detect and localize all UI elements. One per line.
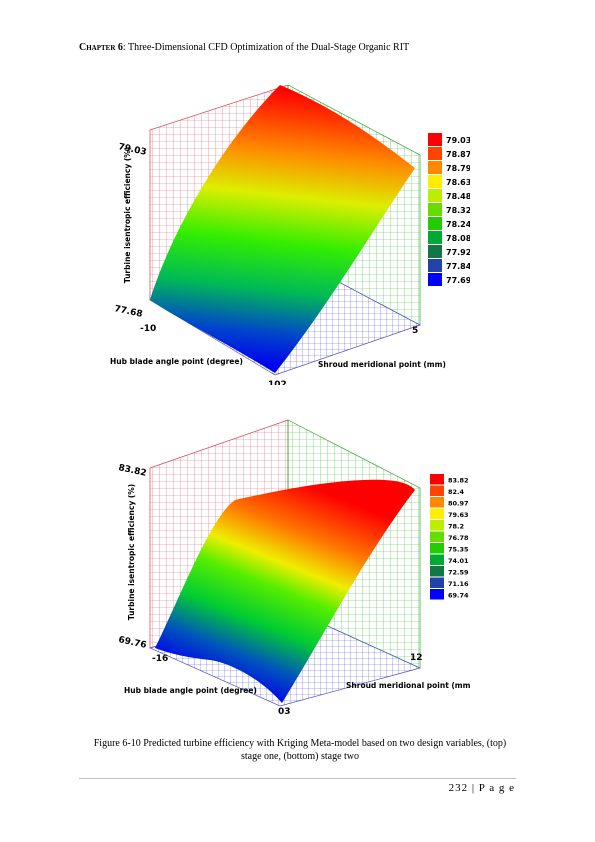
legend-label: 83.82 — [448, 476, 469, 484]
efficiency-surface — [150, 85, 415, 373]
y-tick-end: 5 — [412, 326, 418, 336]
x-tick-start: -16 — [152, 654, 168, 664]
legend-label: 78.24 — [446, 220, 470, 229]
surface-plot-svg: 83.82 69.76 -16 03 12 Turbine isentropic… — [117, 419, 474, 717]
page-number: 232 | P a g e — [448, 782, 515, 794]
x-tick-end: 102 — [268, 380, 287, 385]
legend-swatch — [430, 474, 444, 485]
legend-label: 74.01 — [448, 557, 469, 565]
legend-label: 75.35 — [448, 545, 469, 553]
legend-label: 77.92 — [446, 248, 470, 257]
legend-label: 78.79 — [446, 164, 470, 173]
surface-plot-stage-two: 83.82 69.76 -16 03 12 Turbine isentropic… — [110, 418, 474, 723]
legend-swatch — [428, 175, 442, 188]
legend-label: 78.48 — [446, 192, 470, 201]
running-header: Chapter 6: Three-Dimensional CFD Optimiz… — [79, 42, 409, 53]
x-tick-start: -10 — [140, 324, 156, 334]
legend-swatch — [430, 531, 444, 542]
legend-label: 79.03 — [446, 136, 470, 145]
legend-swatch — [430, 508, 444, 519]
legend-label: 78.32 — [446, 206, 470, 215]
surface-plot-svg: 79.03 77.68 -10 102 5 Turbine isentropic… — [110, 84, 472, 390]
legend-swatch — [430, 554, 444, 565]
legend-swatch — [430, 497, 444, 508]
legend-swatch — [428, 217, 442, 230]
z-axis-title: Turbine isentropic efficiency (%) — [123, 147, 132, 283]
legend-label: 77.84 — [446, 262, 470, 271]
y-tick-end: 12 — [410, 653, 423, 663]
legend-label: 72.59 — [448, 568, 469, 576]
chapter-label: Chapter 6 — [79, 42, 123, 53]
x-tick-end: 03 — [278, 707, 291, 717]
legend-swatch — [428, 273, 442, 286]
figure-caption: Figure 6-10 Predicted turbine efficiency… — [80, 737, 520, 763]
efficiency-surface — [155, 479, 415, 703]
legend-swatch — [430, 566, 444, 577]
z-axis-title: Turbine isentropic efficiency (%) — [127, 484, 136, 620]
legend-label: 77.69 — [446, 276, 470, 285]
legend-swatch — [428, 189, 442, 202]
color-legend: 79.03 78.87 78.79 78.63 78.48 78.32 78.24 78.08… — [428, 133, 472, 286]
legend-label: 78.08 — [446, 234, 470, 243]
legend-swatch — [428, 259, 442, 272]
legend-swatch — [428, 161, 442, 174]
x-axis-title: Hub blade angle point (degree) — [124, 686, 257, 695]
color-legend: 83.82 82.4 80.97 79.63 78.2 76.78 75.35 74.01 72… — [430, 474, 469, 600]
legend-swatch — [430, 589, 444, 600]
footer-divider — [79, 778, 516, 779]
legend-label: 76.78 — [448, 534, 469, 542]
legend-swatch — [428, 147, 442, 160]
legend-label: 79.63 — [448, 511, 469, 519]
legend-swatch — [430, 577, 444, 588]
legend-swatch — [430, 543, 444, 554]
surface-plot-stage-one: 79.03 77.68 -10 102 5 Turbine isentropic… — [110, 84, 472, 390]
legend-label: 82.4 — [448, 488, 465, 496]
caption-line-2: stage one, (bottom) stage two — [240, 751, 360, 762]
legend-label: 78.87 — [446, 150, 470, 159]
z-tick-max: 79.03 — [117, 142, 147, 158]
y-axis-title: Shroud meridional point (mm) — [346, 681, 470, 690]
legend-label: 69.74 — [448, 591, 469, 599]
legend-label: 71.16 — [448, 580, 469, 588]
legend-label: 80.97 — [448, 499, 469, 507]
x-axis-title: Hub blade angle point (degree) — [110, 357, 243, 366]
legend-swatch — [428, 245, 442, 258]
legend-swatch — [428, 133, 442, 146]
y-axis-title: Shroud meridional point (mm) — [318, 360, 446, 369]
z-tick-max: 83.82 — [117, 463, 147, 479]
legend-swatch — [430, 485, 444, 496]
legend-label: 78.63 — [446, 178, 470, 187]
legend-label: 78.2 — [448, 522, 464, 530]
legend-swatch — [428, 231, 442, 244]
z-tick-min: 77.68 — [113, 304, 143, 320]
caption-line-1: Figure 6-10 Predicted turbine efficiency… — [93, 738, 507, 749]
legend-swatch — [430, 520, 444, 531]
z-tick-min: 69.76 — [117, 635, 147, 651]
legend-swatch — [428, 203, 442, 216]
chapter-title: : Three-Dimensional CFD Optimization of … — [122, 42, 410, 53]
